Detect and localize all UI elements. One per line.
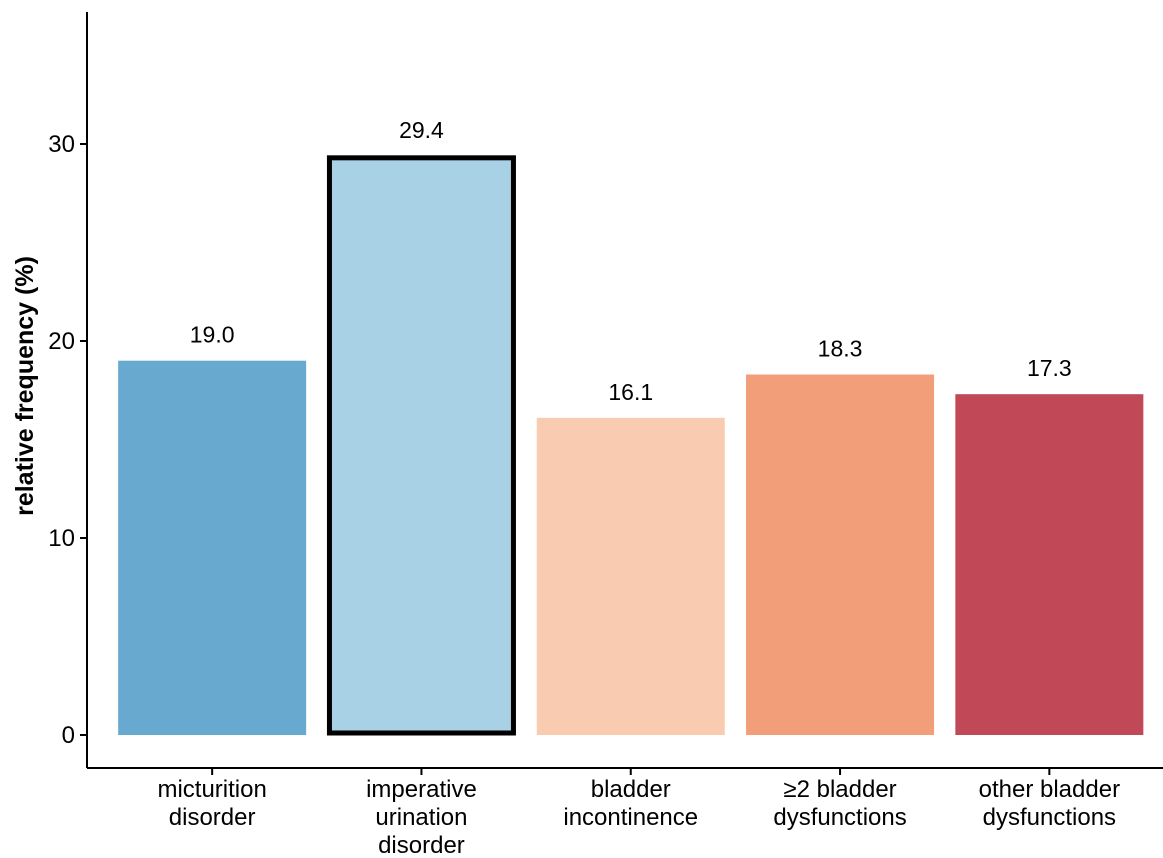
x-tick-label-4: ≥2 bladder dysfunctions — [773, 776, 906, 831]
y-ticks-layer: 0 10 20 30 — [48, 131, 87, 749]
x-tick-label-2: imperative urination disorder — [366, 776, 477, 858]
data-label-4: 18.3 — [818, 335, 863, 361]
x-tick-label-3: bladder incontinence — [563, 776, 698, 831]
data-label-1: 19.0 — [190, 322, 235, 348]
bar-4 — [746, 374, 935, 735]
y-axis-title: relative frequency (%) — [11, 256, 39, 516]
x-tick-label-5: other bladder dysfunctions — [979, 776, 1120, 831]
y-tick-label: 20 — [48, 328, 75, 355]
y-tick-label: 10 — [48, 525, 75, 552]
bar-2 — [326, 155, 516, 736]
y-tick-label: 30 — [48, 131, 75, 158]
bar-5 — [955, 394, 1144, 735]
data-label-5: 17.3 — [1027, 355, 1072, 381]
x-tick-label-1: micturition disorder — [157, 776, 266, 831]
value-labels-layer: 19.0 29.4 16.1 18.3 17.3 — [190, 117, 1072, 405]
y-tick-label: 0 — [62, 722, 75, 749]
bar-3 — [536, 417, 725, 735]
bars-layer — [118, 155, 1144, 736]
data-label-2: 29.4 — [399, 117, 444, 143]
bar-1 — [118, 360, 307, 735]
x-ticks-layer: micturition disorder imperative urination di… — [157, 768, 1120, 858]
data-label-3: 16.1 — [608, 379, 653, 405]
